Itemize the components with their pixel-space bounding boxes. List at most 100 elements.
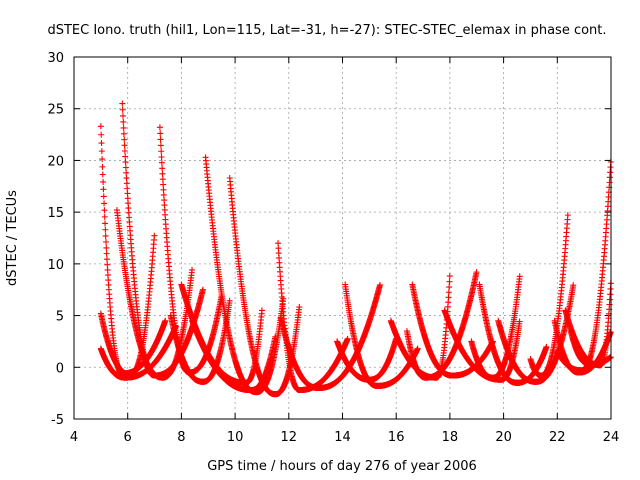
- data-point: [445, 289, 452, 296]
- data-point: [121, 136, 128, 143]
- data-point: [121, 148, 128, 155]
- data-point: [104, 261, 111, 268]
- data-point: [516, 273, 523, 280]
- x-tick-label: 8: [177, 430, 185, 445]
- data-point: [376, 281, 383, 288]
- satellite-arc-15: [334, 335, 400, 383]
- y-tick-label: 20: [47, 154, 64, 169]
- data-point: [102, 226, 109, 233]
- data-point: [100, 193, 107, 200]
- data-point: [123, 180, 130, 187]
- data-point: [122, 153, 129, 160]
- data-point: [159, 170, 166, 177]
- data-point: [296, 304, 303, 311]
- data-point: [151, 232, 158, 239]
- data-point: [121, 142, 128, 149]
- data-point: [101, 213, 108, 220]
- data-point: [99, 156, 106, 163]
- data-point: [120, 124, 127, 131]
- x-tick-label: 10: [227, 430, 244, 445]
- data-point: [101, 200, 108, 207]
- grid-lines: [74, 57, 611, 419]
- data-point: [226, 297, 233, 304]
- data-point: [160, 181, 167, 188]
- data-point: [122, 164, 129, 171]
- data-point: [103, 244, 110, 251]
- data-point: [122, 159, 129, 166]
- y-tick-label: 0: [56, 361, 64, 376]
- data-point: [159, 165, 166, 172]
- data-point: [275, 240, 282, 247]
- data-point: [98, 148, 105, 155]
- chart-title: dSTEC Iono. truth (hil1, Lon=115, Lat=-3…: [47, 23, 606, 38]
- data-point: [158, 153, 165, 160]
- data-point: [119, 112, 126, 119]
- data-point: [258, 307, 265, 314]
- data-point: [189, 266, 196, 273]
- data-point: [123, 169, 130, 176]
- data-points: [97, 100, 614, 398]
- data-point: [98, 131, 105, 138]
- data-point: [102, 220, 109, 227]
- data-point: [157, 130, 164, 137]
- x-tick-label: 18: [442, 430, 459, 445]
- y-tick-label: 10: [47, 258, 64, 273]
- y-tick-label: -5: [51, 413, 64, 428]
- data-point: [158, 148, 165, 155]
- x-tick-label: 16: [388, 430, 405, 445]
- data-point: [159, 176, 166, 183]
- satellite-arc-23: [551, 317, 614, 376]
- y-tick-labels: -5 0 5 10 15 20 25 30: [47, 51, 64, 428]
- x-tick-label: 14: [334, 430, 351, 445]
- data-point: [100, 186, 107, 193]
- data-point: [158, 159, 165, 166]
- satellite-arc-10: [202, 154, 287, 396]
- data-point: [156, 124, 163, 131]
- x-tick-label: 4: [70, 430, 78, 445]
- x-tick-label: 20: [495, 430, 512, 445]
- data-point: [103, 238, 110, 245]
- satellite-arc-3: [119, 100, 206, 379]
- data-point: [160, 186, 167, 193]
- y-tick-label: 5: [56, 310, 64, 325]
- data-point: [99, 171, 106, 178]
- satellite-arc-20: [476, 281, 550, 386]
- data-point: [103, 250, 110, 257]
- x-tick-label: 24: [603, 430, 620, 445]
- data-point: [446, 273, 453, 280]
- satellite-arc-5: [97, 323, 179, 381]
- data-point: [99, 163, 106, 170]
- data-point: [103, 256, 110, 263]
- data-point: [160, 191, 167, 198]
- data-point: [446, 278, 453, 285]
- x-tick-label: 12: [281, 430, 298, 445]
- y-tick-label: 30: [47, 51, 64, 66]
- satellite-arc-12: [275, 240, 351, 394]
- data-point: [102, 232, 109, 239]
- data-point: [446, 284, 453, 291]
- y-tick-label: 15: [47, 206, 64, 221]
- y-tick-label: 25: [47, 103, 64, 118]
- data-point: [414, 345, 421, 352]
- x-tick-labels: 4 6 8 10 12 14 16 18 20 22 24: [70, 430, 619, 445]
- x-tick-label: 6: [124, 430, 132, 445]
- data-point: [100, 178, 107, 185]
- data-point: [101, 207, 108, 214]
- data-point: [98, 140, 105, 147]
- data-point: [120, 130, 127, 137]
- data-point: [119, 100, 126, 107]
- data-point: [124, 185, 131, 192]
- data-point: [119, 106, 126, 113]
- data-point: [473, 269, 480, 276]
- data-point: [162, 317, 169, 324]
- x-tick-label: 22: [549, 430, 566, 445]
- data-point: [157, 136, 164, 143]
- data-point: [120, 118, 127, 125]
- data-point: [97, 123, 104, 130]
- data-point: [157, 142, 164, 149]
- data-point: [123, 175, 130, 182]
- data-point: [199, 286, 206, 293]
- data-point: [104, 266, 111, 273]
- data-point: [344, 335, 351, 342]
